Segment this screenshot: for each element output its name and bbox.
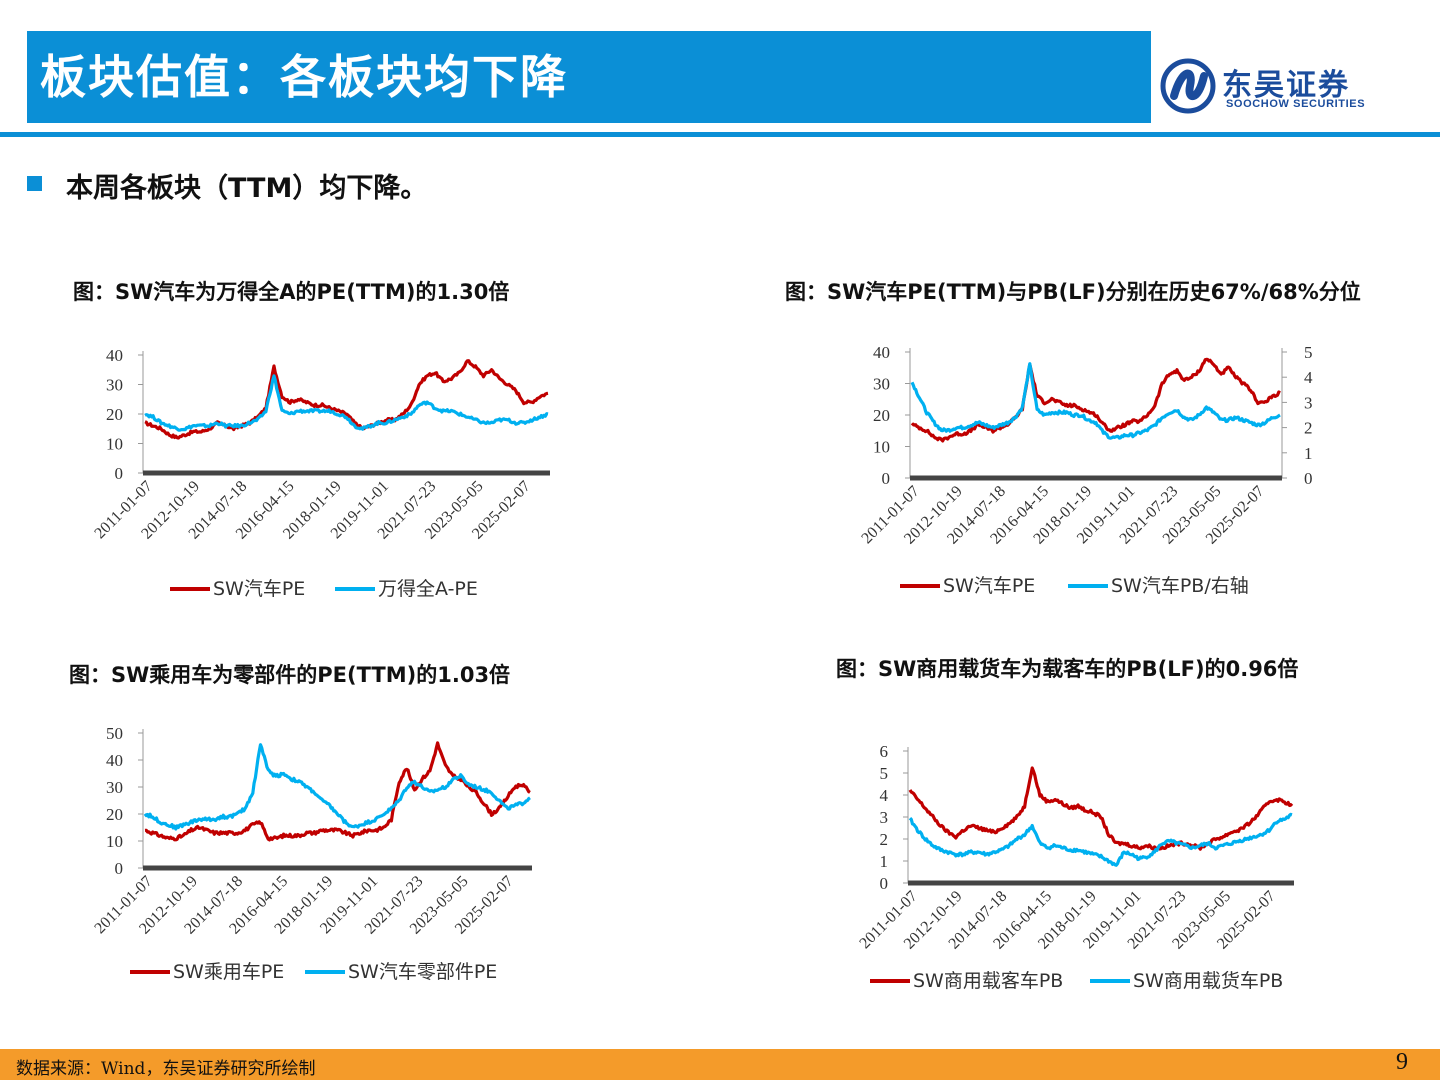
y-tick-label: 10 [873, 438, 890, 457]
header-bar [27, 31, 1151, 123]
logo-chinese-text: 东吴证券 [1222, 68, 1350, 103]
y-tick-label: 0 [882, 469, 891, 488]
soochow-logo: 东吴证券 SOOCHOW SECURITIES [1160, 58, 1370, 118]
y-tick-label: 2 [880, 830, 889, 849]
y-tick-label: 50 [106, 724, 123, 743]
legend-label: SW汽车PB/右轴 [1111, 575, 1249, 597]
y-tick-label: 40 [106, 346, 123, 365]
y-tick-label: 10 [106, 435, 123, 454]
y-tick-label: 20 [873, 406, 890, 425]
soochow-logo-icon [1160, 58, 1216, 114]
chart-4: 01234562011-01-072012-10-192014-07-18201… [856, 742, 1294, 992]
page-number: 9 [1396, 1049, 1408, 1075]
chart-2: 0102030400123452011-01-072012-10-192014-… [858, 343, 1313, 597]
y2-tick-label: 5 [1304, 343, 1313, 362]
y2-tick-label: 3 [1304, 393, 1313, 412]
logo-english-text: SOOCHOW SECURITIES [1226, 98, 1366, 110]
y-tick-label: 0 [115, 464, 124, 483]
y-tick-label: 30 [873, 375, 890, 394]
bullet-square-icon [27, 176, 42, 191]
y-tick-label: 20 [106, 805, 123, 824]
series-line-1 [910, 362, 1281, 440]
y-tick-label: 40 [873, 343, 890, 362]
series-line-0 [908, 766, 1294, 851]
chart-1-title: 图：SW汽车为万得全A的PE(TTM)的1.30倍 [73, 280, 510, 304]
y-tick-label: 20 [106, 405, 123, 424]
y-tick-label: 6 [880, 742, 889, 761]
y2-tick-label: 0 [1304, 469, 1313, 488]
y-tick-label: 3 [880, 808, 889, 827]
y2-tick-label: 4 [1304, 368, 1313, 387]
series-line-1 [143, 743, 531, 831]
header-divider [0, 132, 1440, 137]
chart-3-title: 图：SW乘用车为零部件的PE(TTM)的1.03倍 [69, 663, 511, 687]
chart-3: 010203040502011-01-072012-10-192014-07-1… [91, 724, 532, 983]
legend-label: SW商用载货车PB [1133, 970, 1283, 992]
chart-2-title: 图：SW汽车PE(TTM)与PB(LF)分别在历史67%/68%分位 [785, 280, 1361, 304]
y-tick-label: 10 [106, 832, 123, 851]
legend-label: SW汽车零部件PE [348, 961, 497, 983]
legend-label: SW汽车PE [943, 575, 1035, 597]
y2-tick-label: 1 [1304, 444, 1313, 463]
legend-label: 万得全A-PE [378, 578, 478, 600]
legend-label: SW汽车PE [213, 578, 305, 600]
y-tick-label: 40 [106, 751, 123, 770]
footer-source: 数据来源：Wind，东吴证券研究所绘制 [16, 1059, 316, 1079]
series-line-1 [908, 812, 1293, 867]
series-line-1 [144, 374, 549, 432]
chart-4-title: 图：SW商用载货车为载客车的PB(LF)的0.96倍 [836, 657, 1299, 681]
y-tick-label: 30 [106, 376, 123, 395]
bullet-text: 本周各板块（TTM）均下降。 [66, 173, 428, 204]
legend-label: SW乘用车PE [173, 961, 284, 983]
y-tick-label: 4 [880, 786, 889, 805]
y-tick-label: 0 [880, 874, 889, 893]
y2-tick-label: 2 [1304, 419, 1313, 438]
page-title: 板块估值：各板块均下降 [40, 50, 568, 104]
y-tick-label: 0 [115, 859, 124, 878]
series-line-0 [144, 359, 549, 440]
y-tick-label: 1 [880, 852, 889, 871]
y-tick-label: 30 [106, 778, 123, 797]
y-tick-label: 5 [880, 764, 889, 783]
series-line-0 [144, 741, 531, 842]
legend-label: SW商用载客车PB [913, 970, 1063, 992]
chart-1: 0102030402011-01-072012-10-192014-07-182… [91, 346, 550, 600]
series-line-0 [910, 357, 1281, 443]
footer-bar: 数据来源：Wind，东吴证券研究所绘制 9 [0, 1049, 1440, 1080]
